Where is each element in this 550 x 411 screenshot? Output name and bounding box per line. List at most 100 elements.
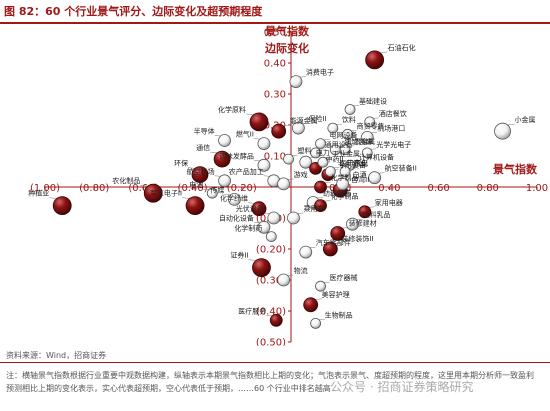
- x-tick-label: (0.80): [79, 183, 109, 194]
- bubble-miss: [228, 192, 241, 206]
- point-label: 医疗服务: [238, 306, 266, 315]
- y-tick-label: (0.20): [256, 245, 286, 256]
- x-tick-label: (0.40): [178, 183, 208, 194]
- point-label: 白酒: [353, 170, 367, 179]
- bubble-miss: [342, 128, 353, 140]
- bubble-miss: [329, 144, 341, 156]
- bubble-beat: [252, 258, 271, 278]
- bubble-miss: [299, 245, 313, 259]
- point-label: 生物制品: [325, 310, 353, 319]
- point-label: 证券II: [230, 251, 248, 260]
- bubble-miss: [257, 137, 271, 150]
- point-label: 电网设备: [330, 131, 358, 140]
- point-label: 塑料: [298, 146, 312, 155]
- point-label: 化学原料: [218, 105, 246, 114]
- point-label: 化学制品: [331, 173, 359, 182]
- point-label: 商贸零售: [357, 121, 385, 130]
- bubble-miss: [277, 177, 291, 191]
- point-label: 台湾II: [351, 175, 369, 184]
- point-label: 汽车零部件: [316, 238, 351, 247]
- bubble-miss: [336, 177, 350, 191]
- point-label: 美容护理: [322, 290, 350, 299]
- bubble-miss: [315, 280, 326, 292]
- x-tick-label: 0.80: [477, 183, 499, 194]
- source-note: 资料来源：Wind，招商证券: [6, 351, 107, 360]
- point-label: 化学制品: [331, 192, 359, 201]
- point-label: 乘用车: [303, 204, 324, 213]
- y-tick-label: (0.30): [256, 276, 286, 287]
- point-label: 自动化设备: [219, 213, 254, 222]
- point-label: 小金属: [515, 115, 536, 124]
- bubble-miss: [291, 121, 305, 135]
- point-label: 饮料: [342, 115, 356, 124]
- bubble-miss: [494, 122, 511, 140]
- watermark: 公众号 · 招商证券策略研究: [330, 380, 474, 394]
- point-label: 装修装饰II: [341, 234, 373, 243]
- bubble-beat: [251, 201, 267, 217]
- point-label: 电池: [189, 180, 203, 189]
- y-tick-label: (0.40): [256, 307, 286, 318]
- bubble-miss: [344, 104, 356, 115]
- point-label: 机场港口: [377, 123, 405, 132]
- bubble-miss: [361, 147, 373, 159]
- bubble-miss: [257, 158, 271, 172]
- bubble-miss: [310, 147, 322, 159]
- x-tick-label: 1.00: [526, 183, 548, 194]
- bubble-beat: [365, 50, 385, 70]
- bubble-miss: [327, 122, 339, 134]
- divider-line: [0, 362, 550, 363]
- bubble-beat: [185, 196, 205, 216]
- y-tick-label: 0.50: [264, 28, 286, 39]
- point-label: 能源金属: [290, 116, 318, 125]
- point-label: 计算机设备: [359, 152, 394, 161]
- point-label: 保险II: [308, 114, 326, 123]
- bubble-beat: [330, 226, 346, 241]
- bubble-beat: [322, 241, 338, 257]
- bubble-beat: [191, 166, 209, 184]
- bubble-beat: [303, 297, 319, 313]
- bubble-miss: [283, 153, 294, 165]
- bubble-miss: [315, 138, 326, 149]
- bubble-miss: [364, 116, 376, 128]
- point-label: 医药商业: [339, 159, 367, 168]
- point-label: 游戏: [294, 170, 308, 179]
- point-label: 通信: [196, 143, 210, 152]
- bubble-miss: [277, 273, 291, 287]
- bubble-miss: [218, 174, 231, 188]
- bubble-miss: [346, 217, 359, 231]
- bubble-beat: [314, 180, 327, 194]
- point-label: 饮料乳品: [363, 210, 391, 219]
- bubble-miss: [360, 131, 374, 144]
- point-label: 光学光电子: [376, 140, 411, 149]
- point-label: 航空机场: [187, 167, 215, 176]
- y-axis-label: 景气指数边际变化: [264, 24, 310, 55]
- point-label: 电力: [316, 148, 330, 157]
- bubble-chart: (1.00)(0.80)(0.60)(0.40)(0.20)0.200.400.…: [28, 24, 548, 346]
- x-tick-label: (0.20): [227, 183, 257, 194]
- footnote: 注：横轴景气指数根据行业重要中观数据构建，纵轴表示本期景气指数相比上期的变化；气…: [6, 371, 534, 393]
- point-label: 化学纤维: [220, 194, 248, 203]
- bubble-miss: [267, 211, 281, 225]
- point-label: 酒店餐饮: [379, 109, 407, 118]
- bubble-beat: [309, 161, 323, 175]
- y-tick-label: 0.30: [264, 90, 286, 101]
- bubble-miss: [265, 231, 277, 243]
- point-label: 传媒: [210, 185, 224, 194]
- x-tick-label: (0.60): [128, 183, 158, 194]
- bubble-miss: [206, 187, 218, 199]
- bubble-beat: [358, 205, 372, 219]
- figure-title-bar: 图 82：60 个行业景气评分、边际变化及超预期程度: [0, 0, 550, 24]
- bubble-miss: [317, 156, 329, 168]
- point-label: 专用设备: [338, 161, 366, 170]
- point-label: 工业金属: [332, 149, 360, 158]
- bubble-miss: [287, 211, 300, 225]
- bubble-beat: [314, 199, 327, 213]
- point-label: 燃气II: [236, 130, 254, 139]
- point-label: 贵金属: [354, 137, 375, 146]
- points-layer: [52, 50, 511, 329]
- point-label: 中药II: [326, 154, 344, 163]
- point-label: 装修建材: [349, 219, 377, 228]
- point-label: 医疗器械: [330, 273, 358, 282]
- bubble-miss: [339, 166, 351, 177]
- bubble-miss: [289, 75, 303, 88]
